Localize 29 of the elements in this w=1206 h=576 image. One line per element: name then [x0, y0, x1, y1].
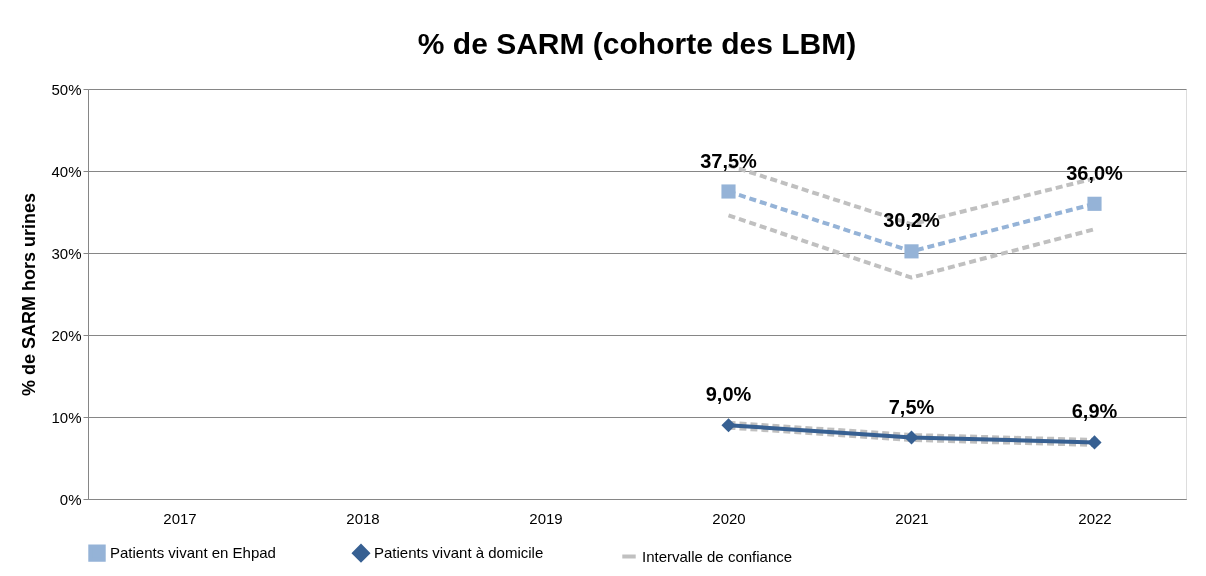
legend-label: Intervalle de confiance	[642, 547, 793, 565]
x-tick-label: 2017	[163, 509, 197, 527]
chart-title: % de SARM (cohorte des LBM)	[417, 27, 857, 60]
y-tick-label: 50%	[51, 80, 82, 98]
data-label: 6,9%	[1071, 400, 1118, 423]
data-label: 7,5%	[888, 395, 935, 418]
point	[721, 184, 736, 199]
point	[1087, 196, 1102, 211]
x-tick-label: 2022	[1078, 509, 1112, 527]
x-tick-label: 2019	[529, 509, 563, 527]
data-label: 30,2%	[883, 209, 941, 232]
point	[1087, 435, 1102, 450]
y-tick-label: 30%	[51, 244, 82, 262]
point	[904, 244, 919, 259]
data-label: 36,0%	[1066, 161, 1124, 184]
y-tick-label: 20%	[51, 326, 82, 344]
legend-label: Patients vivant en Ehpad	[110, 544, 276, 562]
legend-label: Patients vivant à domicile	[374, 544, 544, 562]
y-tick-label: 0%	[59, 490, 82, 508]
x-tick-label: 2020	[712, 509, 746, 527]
point	[721, 418, 736, 433]
data-label: 9,0%	[705, 383, 752, 406]
y-tick-label: 10%	[51, 408, 82, 426]
x-tick-label: 2021	[895, 509, 929, 527]
y-axis-title: % de SARM hors urines	[19, 192, 40, 397]
point	[904, 430, 919, 445]
data-label: 37,5%	[700, 149, 758, 172]
y-tick-label: 40%	[51, 162, 82, 180]
x-tick-label: 2018	[346, 509, 380, 527]
